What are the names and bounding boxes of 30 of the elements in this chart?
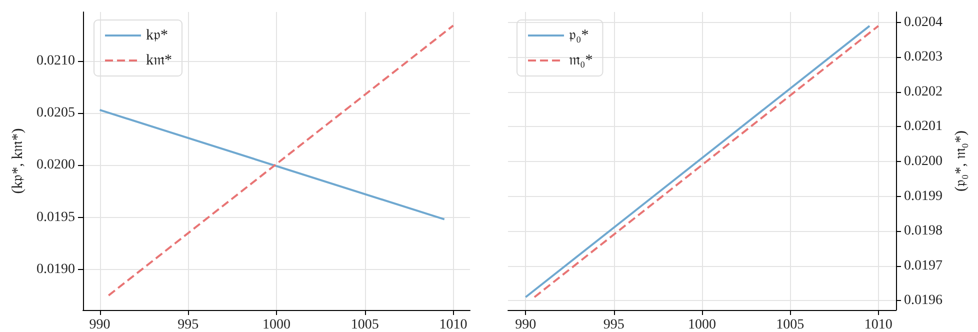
- y-axis-title: (k𝔭*, k𝔪*): [10, 128, 26, 194]
- legend-label: k𝔭*: [146, 28, 168, 44]
- y-tick-label: 0.0200: [36, 158, 75, 173]
- x-tick-label: 990: [89, 318, 110, 332]
- y-tick-label: 0.0210: [36, 53, 75, 68]
- x-tick-label: 1005: [350, 318, 379, 332]
- legend-label: 𝔭₀*: [569, 28, 589, 44]
- x-tick-label: 1000: [688, 318, 716, 332]
- y-tick-label: 0.0195: [36, 210, 75, 225]
- y2-tick-label: 0.0202: [904, 84, 942, 100]
- x-tick-label: 1000: [262, 318, 290, 332]
- y2-tick-label: 0.0201: [904, 119, 942, 134]
- x-tick-label: 1010: [439, 318, 468, 332]
- legend-label: k𝔪*: [146, 52, 172, 68]
- y2-tick-label: 0.0199: [904, 188, 942, 204]
- x-tick-label: 1005: [776, 318, 804, 332]
- y2-tick-label: 0.0198: [904, 224, 942, 239]
- legend-label: 𝔪₀*: [569, 52, 593, 68]
- x-tick-label: 1010: [864, 318, 892, 332]
- x-tick-label: 995: [603, 318, 624, 332]
- y-tick-label: 0.0190: [36, 262, 75, 277]
- x-tick-label: 990: [515, 318, 536, 332]
- y-tick-label: 0.0205: [36, 106, 75, 121]
- y2-tick-label: 0.0196: [904, 293, 942, 308]
- y2-tick-label: 0.0203: [904, 50, 942, 65]
- y2-tick-label: 0.0204: [904, 14, 942, 30]
- y2-tick-label: 0.0197: [904, 258, 942, 274]
- x-tick-label: 995: [178, 318, 199, 332]
- y2-tick-label: 0.0200: [904, 154, 942, 170]
- y2-axis-title: (𝔭₀*, 𝔪₀*): [952, 130, 969, 192]
